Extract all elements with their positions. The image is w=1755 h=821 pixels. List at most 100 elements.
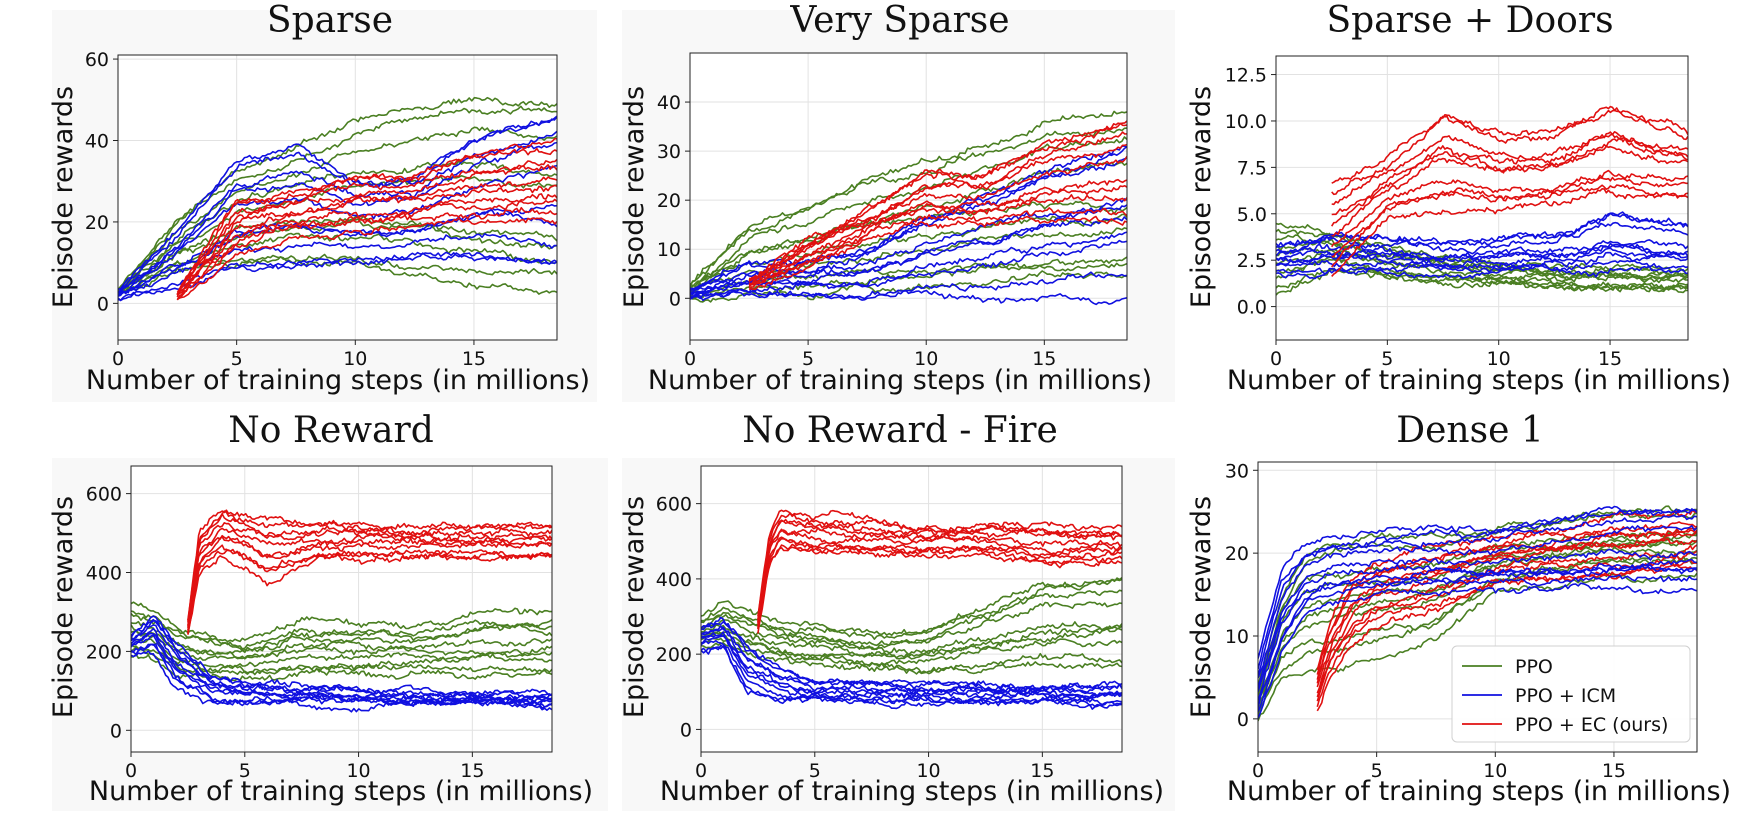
x-tick-label: 5 xyxy=(1371,760,1383,782)
series-run-ppo xyxy=(690,110,1127,288)
series-run-ppo xyxy=(701,578,1122,640)
x-tick-label: 5 xyxy=(1381,348,1393,370)
series-run-ppo-ec-ours- xyxy=(748,207,1127,289)
series-lines xyxy=(118,96,557,302)
series-run-ppo-icm xyxy=(690,271,1127,302)
series-run-ppo-icm xyxy=(1258,507,1697,670)
series-run-ppo-ec-ours- xyxy=(757,518,1122,623)
series-run-ppo-ec-ours- xyxy=(187,527,552,626)
chart-title: Very Sparse xyxy=(789,0,1009,41)
series-run-ppo-icm xyxy=(1258,558,1697,709)
chart-title: Sparse xyxy=(267,0,393,41)
series-run-ppo-icm xyxy=(701,620,1122,694)
series-run-ppo xyxy=(690,127,1127,286)
series-run-ppo-ec-ours- xyxy=(1316,529,1697,675)
series-run-ppo-icm xyxy=(1258,524,1697,679)
chart-panel-5: 0 5 10 15 0 200 400 600 No Reward - Fire Episode … xyxy=(619,410,1175,811)
series-run-ppo-ec-ours- xyxy=(187,534,552,629)
y-tick-label: 0 xyxy=(97,293,109,315)
series-run-ppo xyxy=(118,253,557,295)
x-axis-label: Number of training steps (in millions) xyxy=(89,776,593,807)
chart-title: Dense 1 xyxy=(1396,410,1543,451)
x-tick-label: 5 xyxy=(231,348,243,370)
series-run-ppo-icm xyxy=(690,145,1127,291)
axes-frame xyxy=(1275,55,1689,341)
y-tick-label: 30 xyxy=(657,141,681,163)
y-tick-label: 0.0 xyxy=(1237,297,1267,319)
series-run-ppo-ec-ours- xyxy=(748,143,1127,281)
series-run-ppo xyxy=(701,619,1122,656)
y-axis-label: Episode rewards xyxy=(48,86,79,308)
series-run-ppo-icm xyxy=(1258,548,1697,688)
axes-frame xyxy=(117,54,558,341)
series-run-ppo xyxy=(701,576,1122,637)
y-tick-label: 0 xyxy=(110,720,122,742)
series-run-ppo xyxy=(131,653,552,682)
x-axis-label: Number of training steps (in millions) xyxy=(1227,776,1731,807)
series-run-ppo xyxy=(118,217,557,296)
x-tick-label: 5 xyxy=(809,760,821,782)
series-lines xyxy=(131,509,552,713)
axes-frame xyxy=(689,52,1128,341)
series-run-ppo-ec-ours- xyxy=(187,544,552,631)
series-run-ppo-icm xyxy=(690,239,1127,298)
series-run-ppo-icm xyxy=(1258,582,1697,719)
series-run-ppo-ec-ours- xyxy=(176,206,557,301)
x-tick-label: 10 xyxy=(346,760,370,782)
y-tick-label: 40 xyxy=(657,92,681,114)
series-run-ppo-ec-ours- xyxy=(176,184,557,297)
series-run-ppo xyxy=(1258,505,1697,693)
series-run-ppo xyxy=(131,620,552,656)
y-tick-label: 10 xyxy=(657,239,681,261)
series-run-ppo-ec-ours- xyxy=(187,521,552,627)
plot-area xyxy=(1276,56,1688,340)
series-run-ppo-ec-ours- xyxy=(757,543,1122,630)
y-tick-label: 400 xyxy=(86,563,122,585)
chart-title: Sparse + Doors xyxy=(1326,0,1613,41)
chart-title: No Reward xyxy=(228,410,434,451)
series-run-ppo-icm xyxy=(690,231,1127,296)
series-run-ppo-icm xyxy=(131,643,552,708)
series-run-ppo-icm xyxy=(1276,259,1688,274)
series-run-ppo xyxy=(118,96,557,291)
x-tick-label: 15 xyxy=(1602,760,1626,782)
series-run-ppo-icm xyxy=(131,615,552,697)
series-run-ppo-ec-ours- xyxy=(1316,561,1697,708)
series-run-ppo xyxy=(131,610,552,650)
series-run-ppo-icm xyxy=(690,288,1127,306)
y-tick-label: 10 xyxy=(1225,626,1249,648)
series-run-ppo-icm xyxy=(131,627,552,705)
series-run-ppo xyxy=(701,589,1122,647)
series-run-ppo xyxy=(131,613,552,654)
series-run-ppo-icm xyxy=(701,639,1122,708)
x-tick-label: 5 xyxy=(239,760,251,782)
x-axis-label: Number of training steps (in millions) xyxy=(648,365,1152,396)
series-lines xyxy=(1276,105,1688,296)
series-run-ppo-icm xyxy=(701,634,1122,703)
x-tick-label: 0 xyxy=(112,348,124,370)
axes-frame xyxy=(130,465,553,753)
series-run-ppo-icm xyxy=(118,141,557,293)
y-tick-label: 0 xyxy=(669,288,681,310)
axes-frame xyxy=(1257,461,1698,753)
y-tick-label: 30 xyxy=(1225,460,1249,482)
series-run-ppo-ec-ours- xyxy=(176,137,557,295)
series-run-ppo xyxy=(701,625,1122,668)
x-axis-label: Number of training steps (in millions) xyxy=(86,365,590,396)
x-tick-label: 10 xyxy=(343,348,367,370)
x-tick-label: 15 xyxy=(1030,760,1054,782)
series-run-ppo-icm xyxy=(131,643,552,713)
y-axis-label: Episode rewards xyxy=(48,496,79,718)
axes-frame xyxy=(700,465,1123,753)
y-tick-label: 10.0 xyxy=(1225,111,1267,133)
series-run-ppo-ec-ours- xyxy=(1331,137,1688,237)
plot-area xyxy=(690,53,1127,340)
y-tick-label: 40 xyxy=(85,131,109,153)
series-run-ppo-ec-ours- xyxy=(748,215,1127,291)
series-run-ppo-icm xyxy=(131,650,552,709)
series-run-ppo-icm xyxy=(1258,565,1697,701)
series-run-ppo-ec-ours- xyxy=(748,120,1127,282)
x-tick-label: 0 xyxy=(684,348,696,370)
y-tick-label: 12.5 xyxy=(1225,65,1267,87)
